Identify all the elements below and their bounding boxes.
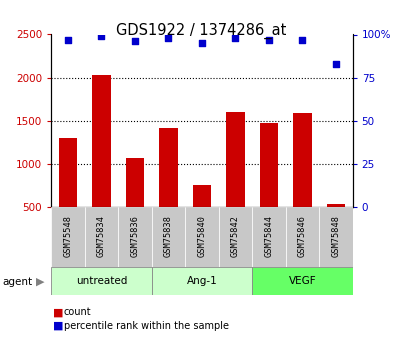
- Bar: [252, 207, 285, 267]
- Bar: [326, 204, 344, 207]
- Text: GSM75834: GSM75834: [97, 215, 106, 257]
- Bar: [58, 138, 77, 207]
- Bar: [192, 186, 211, 207]
- Text: untreated: untreated: [76, 276, 127, 286]
- Text: GDS1922 / 1374286_at: GDS1922 / 1374286_at: [115, 22, 285, 39]
- Bar: [259, 123, 277, 207]
- Bar: [226, 112, 244, 207]
- Point: [265, 37, 272, 42]
- Text: GSM75838: GSM75838: [164, 215, 173, 257]
- Text: GSM75842: GSM75842: [230, 215, 239, 257]
- Bar: [159, 128, 177, 207]
- Bar: [51, 267, 151, 295]
- Bar: [51, 207, 85, 267]
- Bar: [318, 207, 352, 267]
- Text: Ang-1: Ang-1: [186, 276, 217, 286]
- Point: [98, 33, 105, 39]
- Point: [299, 37, 305, 42]
- Text: agent: agent: [2, 277, 32, 287]
- Text: GSM75548: GSM75548: [63, 215, 72, 257]
- Point: [332, 61, 338, 67]
- Bar: [252, 267, 352, 295]
- Bar: [126, 158, 144, 207]
- Text: ■: ■: [53, 307, 64, 317]
- Bar: [118, 207, 151, 267]
- Text: GSM75840: GSM75840: [197, 215, 206, 257]
- Point: [65, 37, 71, 42]
- Bar: [218, 207, 252, 267]
- Text: ■: ■: [53, 321, 64, 331]
- Text: VEGF: VEGF: [288, 276, 315, 286]
- Bar: [151, 267, 252, 295]
- Bar: [151, 207, 185, 267]
- Text: ▶: ▶: [36, 277, 45, 287]
- Point: [231, 35, 238, 41]
- Bar: [85, 207, 118, 267]
- Bar: [185, 207, 218, 267]
- Point: [198, 40, 204, 46]
- Bar: [92, 75, 110, 207]
- Text: count: count: [63, 307, 91, 317]
- Text: GSM75836: GSM75836: [130, 215, 139, 257]
- Text: GSM75848: GSM75848: [330, 215, 339, 257]
- Bar: [292, 113, 311, 207]
- Bar: [285, 207, 318, 267]
- Point: [131, 39, 138, 44]
- Text: GSM75844: GSM75844: [264, 215, 273, 257]
- Text: GSM75846: GSM75846: [297, 215, 306, 257]
- Text: percentile rank within the sample: percentile rank within the sample: [63, 321, 228, 331]
- Point: [165, 35, 171, 41]
